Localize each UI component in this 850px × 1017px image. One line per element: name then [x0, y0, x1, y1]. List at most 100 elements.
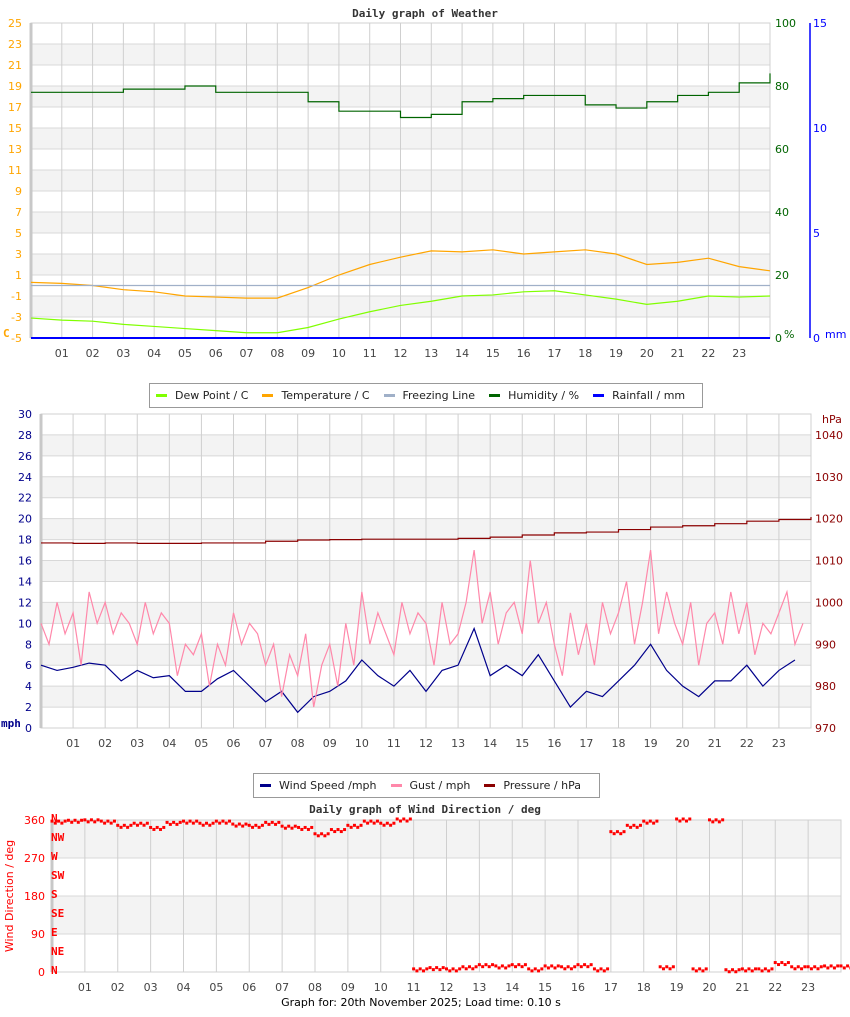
series-dew-point-c [30, 290, 771, 334]
x-tick-label: 21 [671, 347, 685, 360]
y-axis-title: Wind Direction / deg [3, 840, 16, 952]
x-tick-label: 21 [708, 737, 722, 750]
y-right-tick-label: 100 [775, 17, 796, 30]
wind-direction-point [320, 832, 324, 836]
wind-direction-point [303, 825, 307, 829]
wind-direction-point [484, 963, 488, 967]
wind-direction-point [645, 821, 649, 825]
wind-direction-point [129, 823, 133, 827]
wind-direction-point [629, 825, 633, 829]
wind-direction-point [714, 818, 718, 822]
wind-direction-point [73, 818, 77, 822]
y-right-tick-label: 40 [775, 206, 789, 219]
x-tick-label: 01 [55, 347, 69, 360]
x-tick-label: 18 [612, 737, 626, 750]
compass-label: N [51, 964, 58, 977]
wind-direction-point [254, 823, 258, 827]
wind-direction-point [182, 819, 185, 823]
x-tick-label: 17 [604, 981, 618, 994]
wind-direction-point [763, 967, 767, 971]
wind-direction-point [86, 820, 90, 824]
x-tick-label: 12 [394, 347, 408, 360]
x-tick-label: 10 [332, 347, 346, 360]
wind-direction-point [257, 825, 261, 829]
wind-direction-point [832, 966, 836, 970]
wind-direction-point [205, 821, 209, 825]
wind-direction-point [596, 969, 600, 973]
wind-direction-point [188, 819, 192, 823]
legend-item-rainfall: Rainfall / mm [593, 389, 685, 402]
chart-0 [29, 22, 771, 339]
y-right-unit-label: % [784, 328, 794, 341]
wind-direction-point [237, 822, 241, 826]
wind-direction-point [543, 964, 547, 968]
legend-item-humidity: Humidity / % [489, 389, 579, 402]
wind-direction-point [425, 967, 429, 971]
wind-direction-point [280, 824, 284, 828]
wind-direction-point [119, 825, 123, 829]
x-tick-label: 06 [209, 347, 223, 360]
wind-direction-point [408, 817, 412, 821]
wind-direction-point [297, 825, 301, 829]
wind-direction-point [698, 967, 702, 971]
wind-direction-point [247, 823, 251, 827]
wind-direction-point [737, 968, 741, 972]
wind-direction-point [836, 964, 840, 968]
wind-direction-point [214, 819, 218, 823]
x-tick-label: 06 [242, 981, 256, 994]
x-tick-label: 17 [547, 347, 561, 360]
wind-direction-point [579, 965, 583, 969]
x-tick-label: 10 [355, 737, 369, 750]
wind-direction-point [537, 969, 541, 973]
wind-direction-point [418, 967, 422, 971]
wind-direction-point [790, 965, 794, 969]
y-left-tick-label: 17 [8, 101, 22, 114]
wind-direction-point [379, 821, 383, 825]
x-tick-label: 09 [323, 737, 337, 750]
wind-direction-point [658, 965, 662, 969]
compass-label: SE [51, 907, 64, 920]
y-right2-tick-label: 5 [813, 227, 820, 240]
wind-direction-point [481, 965, 485, 969]
wind-direction-point [491, 963, 495, 967]
wind-direction-point [454, 969, 458, 973]
compass-label: W [51, 850, 58, 863]
wind-direction-point [385, 821, 389, 825]
series-humidity [31, 73, 771, 119]
wind-direction-point [550, 964, 554, 968]
y-left-unit-label: mph [1, 717, 21, 730]
wind-direction-point [592, 967, 596, 971]
wind-direction-point [724, 968, 728, 972]
y-right-tick-label: 0 [775, 332, 782, 345]
y-left-tick-label: 28 [18, 429, 32, 442]
wind-direction-point [468, 965, 472, 969]
wind-direction-point [244, 822, 248, 826]
wind-direction-point [162, 825, 166, 829]
wind-direction-point [60, 821, 64, 825]
legend-item-temperature: Temperature / C [262, 389, 370, 402]
wind-direction-point [602, 969, 606, 973]
wind-direction-point [116, 823, 120, 827]
y-left-tick-label: 26 [18, 450, 32, 463]
wind-direction-point [757, 967, 761, 971]
x-tick-label: 19 [644, 737, 658, 750]
y-left-tick-label: -5 [11, 332, 22, 345]
wind-direction-point [372, 821, 376, 825]
wind-direction-point [599, 967, 603, 971]
y-left-tick-label: 0 [38, 966, 45, 979]
wind-direction-point [448, 969, 452, 973]
x-tick-label: 16 [547, 737, 561, 750]
x-tick-label: 04 [147, 347, 161, 360]
wind-direction-point [583, 963, 587, 967]
wind-direction-point [842, 966, 846, 970]
wind-direction-point [70, 820, 74, 824]
wind-direction-point [168, 822, 172, 826]
wind-direction-point [688, 817, 692, 821]
wind-direction-point [823, 964, 827, 968]
wind-direction-point [274, 822, 278, 826]
wind-direction-point [149, 825, 153, 829]
wind-direction-point [96, 818, 100, 822]
y-left-tick-label: 1 [15, 269, 22, 282]
y-left-tick-label: 4 [25, 680, 32, 693]
footer-text: Graph for: 20th November 2025; Load time… [281, 996, 561, 1009]
